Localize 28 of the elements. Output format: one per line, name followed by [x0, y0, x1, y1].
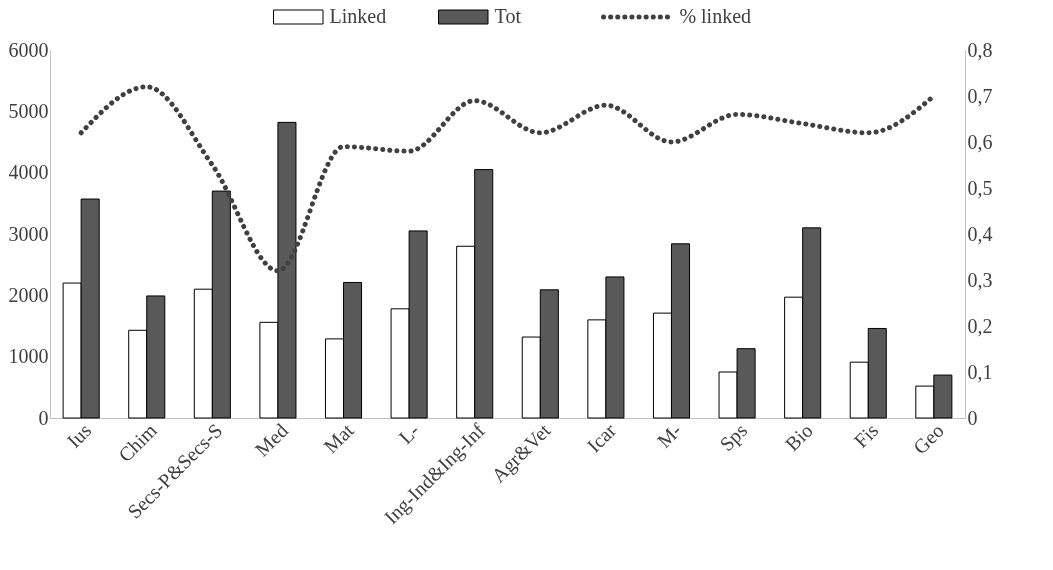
y2-tick-label: 0,8 [967, 38, 993, 61]
y-tick-label: 0 [38, 406, 49, 429]
x-tick-label: Sps [715, 418, 753, 456]
y-tick-label: 6000 [8, 38, 49, 61]
legend-label: % linked [679, 5, 752, 27]
y-tick-label: 4000 [8, 161, 49, 184]
y-tick-label: 5000 [8, 99, 49, 122]
y2-tick-label: 0,5 [967, 176, 993, 199]
legend-label: Linked [329, 5, 387, 27]
y-tick-label: 2000 [8, 283, 49, 306]
x-tick-label: Mat [319, 418, 358, 458]
y2-tick-label: 0 [967, 406, 978, 429]
y2-tick-label: 0,6 [967, 130, 993, 153]
x-tick-label: M- [652, 419, 686, 452]
x-tick-label: Icar [582, 418, 621, 457]
y-tick-label: 3000 [8, 222, 49, 245]
y2-tick-label: 0,3 [967, 268, 993, 291]
x-tick-label: Geo [908, 419, 948, 459]
legend-label: Tot [494, 5, 522, 27]
y2-tick-label: 0,7 [967, 84, 993, 107]
y2-tick-label: 0,4 [967, 222, 993, 245]
x-tick-label: Bio [780, 419, 817, 456]
x-tick-label: Med [250, 419, 293, 461]
x-tick-label: Ius [62, 418, 96, 452]
y2-tick-label: 0,2 [967, 314, 993, 337]
x-tick-label: Fis [849, 418, 883, 452]
y-tick-label: 1000 [8, 345, 49, 368]
y2-tick-label: 0,1 [967, 360, 993, 383]
